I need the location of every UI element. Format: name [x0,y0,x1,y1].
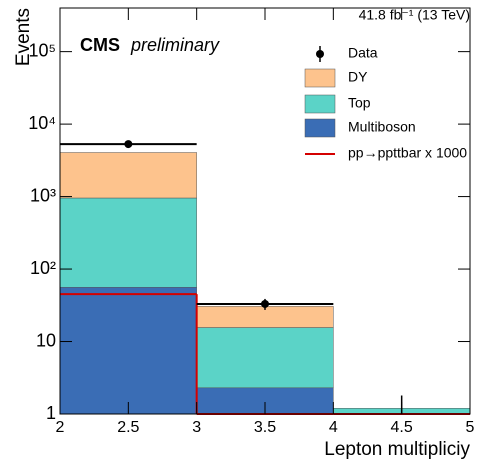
experiment: CMS [80,35,120,55]
y-tick-label: 10² [30,258,56,278]
legend-label: Top [348,95,371,111]
y-tick-label: 10 [36,330,56,350]
legend-swatch [304,68,336,88]
legend-swatch [304,118,336,138]
legend-label: DY [348,69,368,85]
x-tick-label: 3 [192,419,201,436]
lumi: 41.8 fb⁻¹ (13 TeV) [359,7,470,23]
x-tick-label: 4 [329,419,338,436]
y-tick-label: 1 [46,403,56,423]
x-tick-label: 3.5 [254,419,276,436]
legend-data-marker [316,50,324,58]
y-tick-label: 10³ [30,185,56,205]
bar [59,287,197,415]
bar [59,152,197,199]
x-axis-label: Lepton multipliciy [324,439,470,460]
data-point [124,140,133,149]
y-axis-label: Events [13,8,34,66]
x-tick-label: 4.5 [391,419,413,436]
legend-label: pp→ppttbar x 1000 [348,145,467,161]
data-point [261,299,269,308]
x-tick-label: 2 [56,419,65,436]
x-tick-label: 5 [466,419,475,436]
bar [196,327,334,389]
legend-swatch [304,94,336,114]
y-tick-label: 10⁵ [29,40,56,60]
legend-label: Multiboson [348,119,416,135]
y-tick-label: 10⁴ [28,113,56,133]
legend-label: Data [348,45,378,61]
bar [59,197,197,288]
status: preliminary [130,35,220,55]
x-tick-label: 2.5 [117,419,139,436]
